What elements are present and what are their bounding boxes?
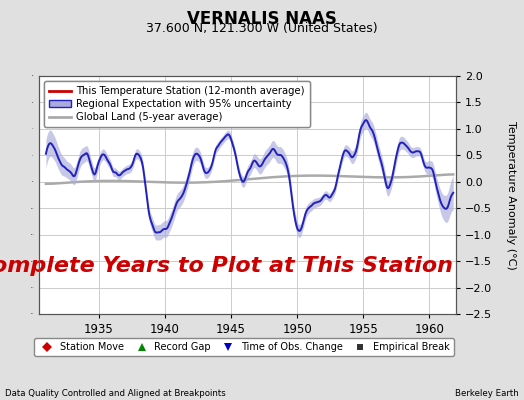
Text: VERNALIS NAAS: VERNALIS NAAS — [187, 10, 337, 28]
Text: Berkeley Earth: Berkeley Earth — [455, 389, 519, 398]
Text: 37.600 N, 121.300 W (United States): 37.600 N, 121.300 W (United States) — [146, 22, 378, 35]
Legend: This Temperature Station (12-month average), Regional Expectation with 95% uncer: This Temperature Station (12-month avera… — [45, 81, 310, 127]
Legend: Station Move, Record Gap, Time of Obs. Change, Empirical Break: Station Move, Record Gap, Time of Obs. C… — [34, 338, 454, 356]
Text: Data Quality Controlled and Aligned at Breakpoints: Data Quality Controlled and Aligned at B… — [5, 389, 226, 398]
Text: No Complete Years to Plot at This Station: No Complete Years to Plot at This Statio… — [0, 256, 453, 276]
Y-axis label: Temperature Anomaly (°C): Temperature Anomaly (°C) — [506, 121, 516, 269]
